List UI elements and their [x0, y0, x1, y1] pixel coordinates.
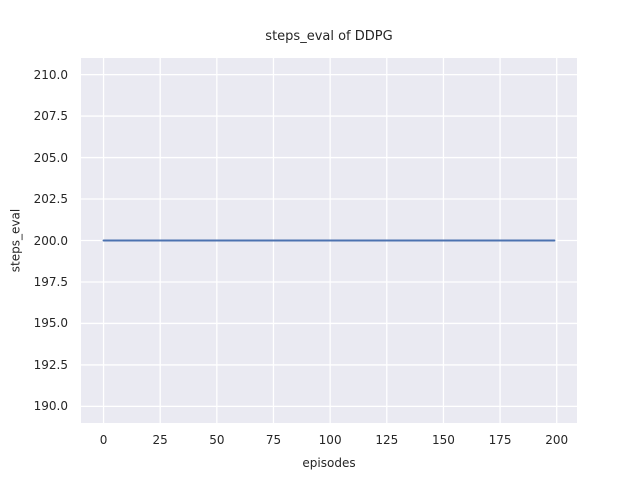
x-tick-label: 50 [209, 433, 225, 447]
x-tick-label: 150 [431, 433, 455, 447]
y-tick-label: 192.5 [33, 357, 68, 372]
x-tick-label: 0 [99, 433, 108, 447]
x-tick-label: 175 [488, 433, 512, 447]
y-tick-label: 207.5 [33, 109, 68, 124]
x-tick-label: 25 [152, 433, 168, 447]
y-tick-label: 190.0 [33, 399, 68, 414]
y-tick-label: 210.0 [33, 67, 68, 82]
chart-title: steps_eval of DDPG [265, 29, 393, 44]
x-tick-label: 125 [375, 433, 399, 447]
y-tick-label: 200.0 [33, 233, 68, 248]
y-tick-label: 202.5 [33, 192, 68, 207]
x-tick-label: 75 [265, 433, 282, 447]
x-tick-label: 100 [318, 433, 342, 447]
y-tick-label: 205.0 [33, 150, 68, 165]
y-tick-label: 195.0 [33, 316, 68, 331]
x-axis-label: episodes [302, 456, 356, 470]
x-tick-label: 200 [545, 433, 569, 447]
y-tick-label: 197.5 [33, 274, 68, 289]
